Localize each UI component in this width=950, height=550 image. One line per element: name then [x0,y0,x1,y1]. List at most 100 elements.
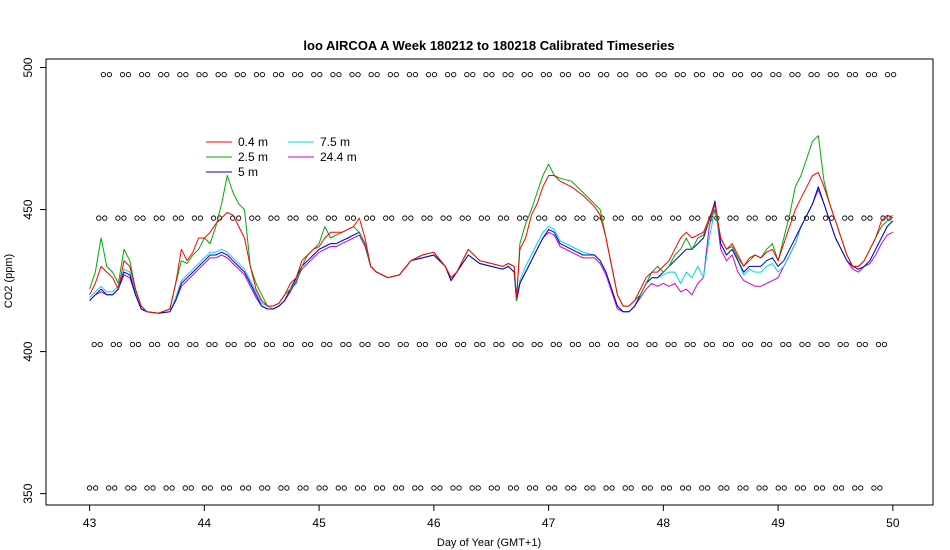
reference-marker [856,341,862,348]
reference-marker [813,485,820,491]
reference-marker [722,341,729,348]
reference-marker [546,71,552,78]
reference-marker [747,341,754,348]
reference-marker [168,341,174,348]
reference-marker [110,341,116,348]
reference-marker [890,71,897,78]
reference-marker [316,485,322,491]
reference-marker [493,341,499,348]
reference-marker [259,485,265,491]
reference-marker [737,485,743,491]
reference-marker [231,341,237,348]
reference-marker [397,341,403,348]
reference-marker [574,215,580,221]
reference-marker [656,215,663,221]
reference-marker [728,341,735,348]
reference-marker [172,215,178,221]
reference-marker [421,215,427,221]
reference-marker [402,215,408,221]
reference-marker [623,71,629,78]
reference-marker [593,215,599,221]
reference-marker [350,215,357,221]
reference-marker [164,71,170,78]
reference-marker [527,71,533,78]
reference-marker [465,215,471,221]
reference-marker [226,485,233,491]
reference-marker [399,485,405,491]
x-axis-label: Day of Year (GMT+1) [437,537,541,549]
reference-marker [862,341,868,348]
reference-marker [709,341,715,348]
reference-marker [187,341,193,348]
reference-marker [838,485,845,491]
reference-marker [508,71,514,78]
reference-marker [259,71,266,78]
reference-marker [767,341,773,348]
reference-marker [604,71,610,78]
reference-marker [330,71,336,78]
reference-marker [679,485,686,491]
reference-marker [106,485,112,491]
reference-marker [584,71,591,78]
reference-marker [456,485,462,491]
reference-marker [274,215,280,221]
reference-marker [269,341,276,348]
reference-marker [537,341,543,348]
reference-marker [559,71,566,78]
legend-label: 0.4 m [238,135,268,149]
reference-marker [727,215,733,221]
reference-marker [685,485,692,491]
reference-marker [693,71,700,78]
reference-marker [100,71,107,78]
reference-marker [665,341,671,348]
reference-marker [182,485,188,491]
reference-marker [306,215,312,221]
reference-marker [369,215,376,221]
reference-marker [823,215,829,221]
reference-marker [144,485,150,491]
reference-marker [360,485,367,491]
reference-marker [884,71,891,78]
reference-marker [660,485,667,491]
reference-marker [550,341,556,348]
reference-marker [317,71,323,78]
reference-marker [125,71,132,78]
reference-marker [177,71,183,78]
reference-marker [163,485,169,491]
series-lines [89,135,894,314]
reference-marker [488,485,494,491]
reference-marker [552,485,558,491]
reference-marker [718,71,725,78]
reference-marker [384,341,390,348]
reference-marker [431,485,437,491]
reference-marker [403,341,409,348]
reference-marker [112,485,118,491]
reference-marker [303,485,309,491]
reference-marker [431,71,438,78]
reference-marker [819,485,826,491]
reference-marker [731,71,738,78]
reference-marker [865,71,872,78]
reference-marker [627,341,633,348]
reference-marker [618,215,624,221]
reference-marker [255,215,261,221]
reference-marker [518,341,524,348]
reference-marker [705,485,711,491]
reference-marker [483,71,489,78]
reference-marker [799,341,805,348]
reference-marker [502,71,508,78]
plot-frame [45,58,934,506]
x-tick-label: 49 [771,516,785,530]
reference-marker [497,215,504,221]
reference-marker [174,341,180,348]
reference-marker [96,215,102,221]
reference-marker [699,71,706,78]
reference-marker [282,341,289,348]
reference-marker [249,215,255,221]
reference-marker [441,341,448,348]
reference-marker [393,485,399,491]
reference-marker [746,215,752,221]
reference-marker [355,71,361,78]
reference-marker [833,71,839,78]
